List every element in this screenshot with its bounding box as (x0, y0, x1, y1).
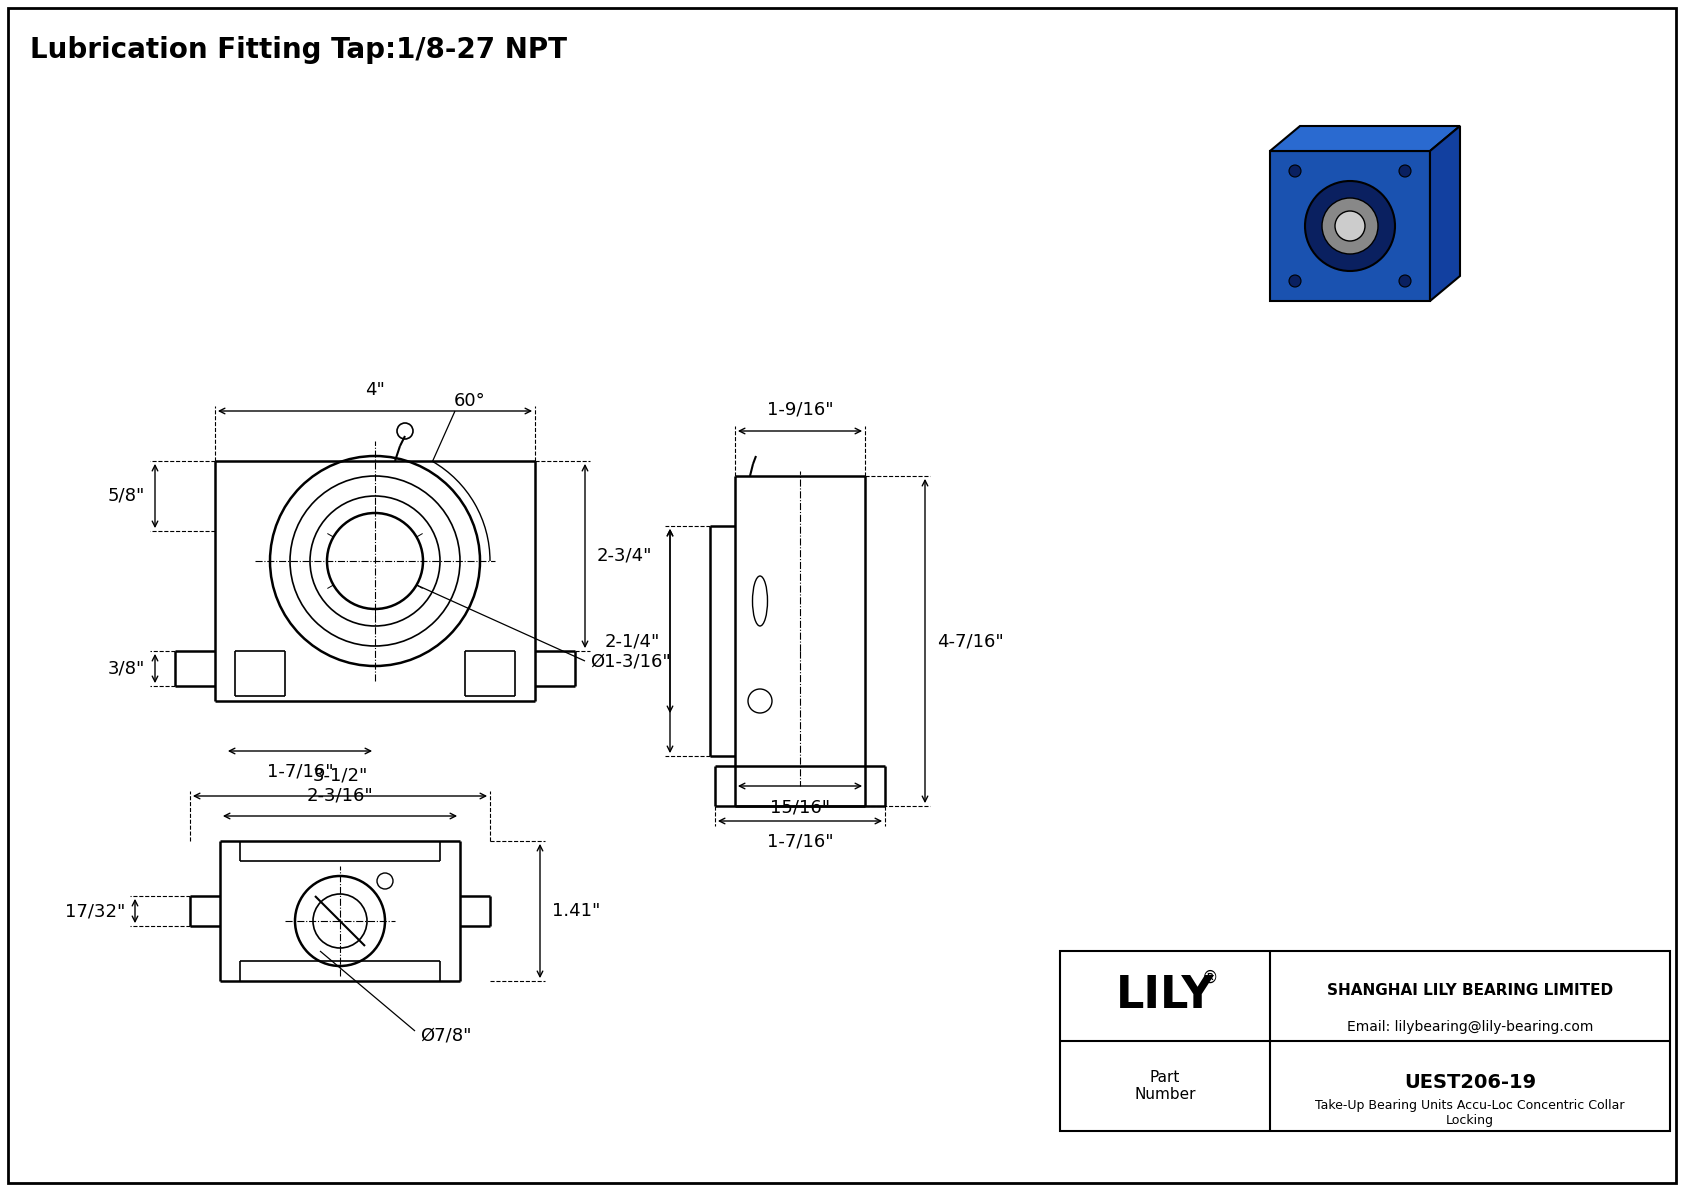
Circle shape (1335, 211, 1366, 241)
Text: 17/32": 17/32" (64, 902, 125, 919)
Text: 60°: 60° (455, 392, 487, 410)
Text: 3-1/2": 3-1/2" (312, 766, 367, 784)
Text: 2-1/4": 2-1/4" (605, 632, 660, 650)
Text: 1-9/16": 1-9/16" (766, 401, 834, 419)
Text: 1.41": 1.41" (552, 902, 601, 919)
Text: Part
Number: Part Number (1135, 1070, 1196, 1102)
Polygon shape (1270, 126, 1460, 151)
Text: Ø7/8": Ø7/8" (419, 1027, 472, 1045)
Polygon shape (1270, 151, 1430, 301)
Circle shape (1399, 275, 1411, 287)
Text: Take-Up Bearing Units Accu-Loc Concentric Collar
Locking: Take-Up Bearing Units Accu-Loc Concentri… (1315, 1099, 1625, 1127)
Text: Ø1-3/16": Ø1-3/16" (589, 651, 670, 671)
Text: 5/8": 5/8" (108, 487, 145, 505)
Text: ®: ® (1202, 969, 1218, 987)
Circle shape (1288, 275, 1302, 287)
Text: 4": 4" (365, 381, 386, 399)
Text: UEST206-19: UEST206-19 (1404, 1073, 1536, 1092)
Text: 2-3/4": 2-3/4" (598, 547, 652, 565)
Circle shape (1322, 198, 1378, 254)
Circle shape (1305, 181, 1394, 272)
Text: 15/16": 15/16" (770, 798, 830, 816)
Text: 1-7/16": 1-7/16" (266, 763, 333, 781)
Text: 3/8": 3/8" (108, 660, 145, 678)
Circle shape (1288, 166, 1302, 177)
Text: Lubrication Fitting Tap:1/8-27 NPT: Lubrication Fitting Tap:1/8-27 NPT (30, 36, 568, 64)
Circle shape (1399, 166, 1411, 177)
Text: SHANGHAI LILY BEARING LIMITED: SHANGHAI LILY BEARING LIMITED (1327, 983, 1613, 998)
Text: 4-7/16": 4-7/16" (936, 632, 1004, 650)
Text: 2-3/16": 2-3/16" (306, 786, 374, 804)
Text: 1-7/16": 1-7/16" (766, 833, 834, 852)
Text: LILY: LILY (1116, 974, 1214, 1017)
Polygon shape (1430, 126, 1460, 301)
Text: Email: lilybearing@lily-bearing.com: Email: lilybearing@lily-bearing.com (1347, 1019, 1593, 1034)
Bar (1059, 950, 1671, 1131)
